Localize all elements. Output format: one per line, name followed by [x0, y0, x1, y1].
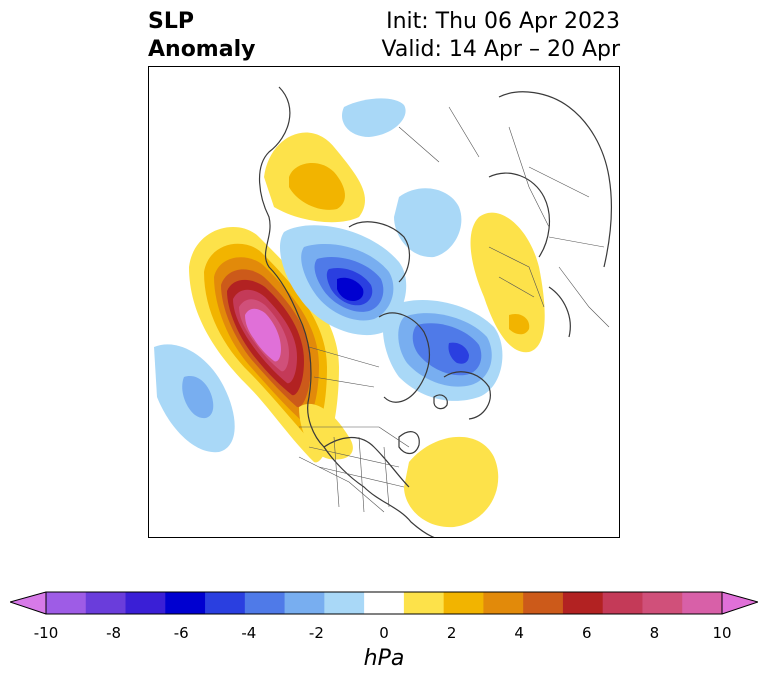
colorbar-tick-label: 6	[582, 624, 592, 642]
colorbar-tick-label: -2	[308, 624, 324, 642]
colorbar-segment	[642, 592, 683, 614]
title-anomaly: Anomaly	[148, 37, 256, 62]
colorbar-tick-label: 0	[379, 624, 389, 642]
anomaly-high-atlantic	[299, 403, 499, 528]
colorbar-segment	[523, 592, 564, 614]
colorbar-segment	[165, 592, 206, 614]
colorbar-segment	[85, 592, 127, 614]
colorbar-segment	[602, 592, 643, 614]
colorbar-segment	[483, 592, 524, 614]
colorbar-segment	[244, 592, 286, 614]
colorbar-tick-label: -10	[33, 624, 59, 642]
anomaly-low-arctic	[279, 225, 407, 336]
colorbar-segment	[46, 592, 87, 614]
colorbar-extend-high	[722, 592, 758, 614]
anomaly-low-siberia	[341, 98, 462, 258]
map-dates: Init: Thu 06 Apr 2023 Valid: 14 Apr – 20…	[382, 8, 621, 64]
colorbar-segment	[443, 592, 484, 614]
colorbar-segment	[284, 592, 325, 614]
colorbar-tick-label: 8	[649, 624, 660, 642]
coastlines	[258, 86, 613, 537]
init-date: Init: Thu 06 Apr 2023	[386, 9, 620, 34]
anomaly-low-greenland	[382, 299, 503, 401]
map-panel	[148, 66, 620, 538]
map-title: SLP Anomaly	[148, 8, 255, 64]
colorbar-tick-label: 4	[514, 624, 524, 642]
title-variable: SLP	[148, 9, 194, 34]
colorbar-segment	[364, 592, 405, 614]
colorbar	[10, 591, 758, 615]
colorbar-segment	[125, 592, 166, 614]
colorbar-segment	[205, 592, 246, 614]
colorbar-tick-label: 2	[446, 624, 457, 642]
colorbar-segment	[682, 592, 723, 614]
colorbar-segment	[324, 592, 365, 614]
anomaly-map	[154, 86, 613, 537]
anomaly-low-pacific	[154, 344, 235, 453]
colorbar-extend-low	[10, 592, 46, 614]
anomaly-high-europe	[470, 212, 545, 353]
political-borders	[298, 106, 610, 513]
colorbar-tick-label: -8	[106, 624, 122, 642]
valid-dates: Valid: 14 Apr – 20 Apr	[381, 37, 621, 62]
colorbar-tick-label: -4	[241, 624, 257, 642]
colorbar-units: hPa	[363, 646, 405, 671]
anomaly-high-alaska	[264, 132, 365, 223]
colorbar-segment	[403, 592, 445, 614]
colorbar-segment	[562, 592, 604, 614]
colorbar-tick-label: -6	[173, 624, 189, 642]
colorbar-tick-label: 10	[712, 624, 732, 642]
